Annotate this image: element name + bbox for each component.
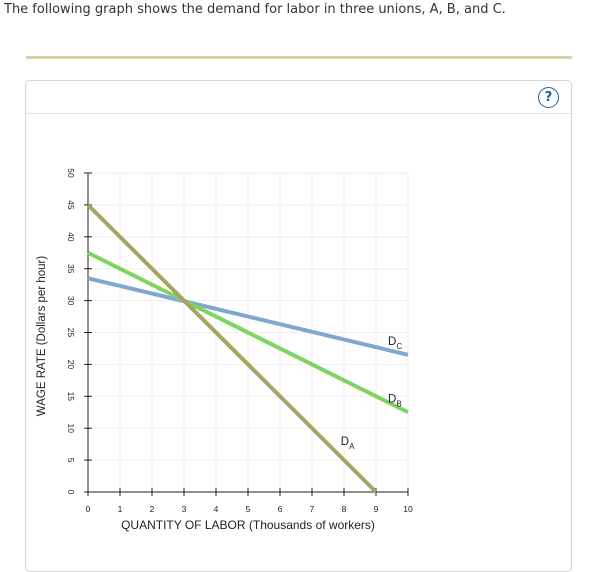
axes [84,172,409,496]
y-tick-label: 0 [66,490,76,495]
y-axis-label: WAGE RATE (Dollars per hour) [36,256,48,417]
panel-header: ? [26,81,571,114]
series-label-a: DA [341,436,355,451]
series-label-b: DB [388,393,402,408]
question-text: The following graph shows the demand for… [4,2,506,17]
series-lines [86,203,409,494]
x-tick-label: 5 [246,504,251,514]
y-tick-label: 45 [66,200,76,210]
demand-curve-c [87,276,409,357]
y-tick-label: 25 [66,328,76,338]
x-tick-label: 9 [374,504,379,514]
help-icon[interactable]: ? [538,87,559,108]
y-tick-label: 10 [66,423,76,433]
x-tick-label: 2 [150,504,155,514]
y-tick-label: 30 [66,296,76,306]
y-tick-label: 15 [66,392,76,402]
x-tick-label: 7 [310,504,315,514]
y-tick-label: 40 [66,232,76,242]
y-tick-label: 20 [66,360,76,370]
series-label-c: DC [388,336,402,351]
x-tick-label: 4 [214,504,219,514]
x-tick-label: 10 [403,504,413,514]
divider [26,56,572,59]
x-tick-label: 1 [118,504,123,514]
y-tick-label: 50 [66,168,76,178]
y-tick-label: 35 [66,264,76,274]
y-tick-label: 5 [66,458,76,463]
series-labels: DC DB DA [341,336,403,451]
x-tick-label: 0 [86,504,91,514]
x-tick-label: 6 [278,504,283,514]
demand-curve-b [87,250,409,415]
x-tick-label: 3 [182,504,187,514]
x-tick-label: 8 [342,504,347,514]
graph-panel: ? [25,80,572,572]
demand-curve-a [86,203,378,494]
x-axis-label: QUANTITY OF LABOR (Thousands of workers) [121,518,375,532]
